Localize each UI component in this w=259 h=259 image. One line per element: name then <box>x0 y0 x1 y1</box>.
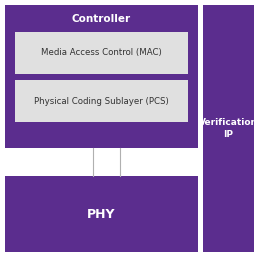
Text: PHY: PHY <box>87 207 116 220</box>
Bar <box>15 80 188 122</box>
Text: Physical Coding Sublayer (PCS): Physical Coding Sublayer (PCS) <box>34 97 169 105</box>
Bar <box>15 32 188 74</box>
Text: Verification
IP: Verification IP <box>199 118 258 139</box>
Bar <box>5 176 198 252</box>
Text: Media Access Control (MAC): Media Access Control (MAC) <box>41 48 162 57</box>
Bar <box>5 148 198 176</box>
Bar <box>5 5 198 148</box>
Text: Controller: Controller <box>72 14 131 24</box>
Bar <box>203 5 254 252</box>
